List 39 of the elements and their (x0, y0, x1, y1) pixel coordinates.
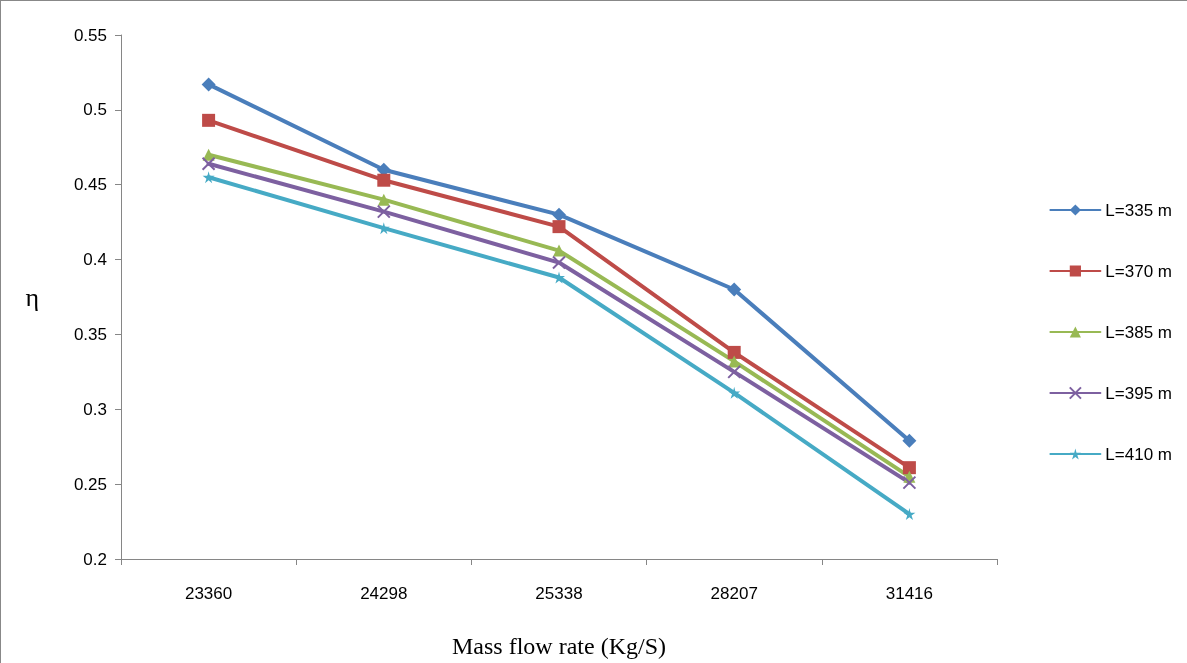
y-tick-label: 0.3 (83, 399, 107, 419)
x-tick-label: 24298 (360, 584, 408, 603)
point (202, 113, 216, 127)
point (727, 282, 742, 297)
y-axis-title: η (25, 282, 39, 312)
x-axis-title: Mass flow rate (Kg/S) (452, 633, 666, 659)
legend-label: L=385 m (1105, 322, 1173, 342)
point (903, 508, 916, 521)
point (552, 255, 566, 270)
point (727, 345, 741, 359)
point (552, 220, 566, 234)
y-tick-label: 0.5 (83, 100, 107, 120)
y-tick-label: 0.25 (73, 474, 107, 494)
y-tick-label: 0.2 (83, 549, 107, 569)
legend-label: L=335 m (1105, 200, 1173, 220)
point (902, 461, 916, 475)
x-tick-label: 31416 (885, 584, 934, 603)
y-tick-label: 0.35 (73, 324, 107, 344)
legend-label: L=370 m (1105, 261, 1173, 281)
point (377, 173, 391, 187)
x-tick-label: 23360 (184, 584, 233, 603)
point (202, 171, 215, 184)
point (552, 207, 566, 222)
point (201, 156, 216, 171)
point (553, 244, 565, 257)
legend-label: L=395 m (1105, 383, 1173, 403)
y-tick-label: 0.4 (83, 250, 107, 270)
x-tick-label: 28207 (710, 584, 758, 603)
point (902, 475, 917, 490)
x-tick-label: 25338 (535, 584, 583, 603)
point (376, 204, 391, 219)
point (201, 77, 216, 92)
point (728, 386, 741, 399)
legend-label: L=410 m (1105, 444, 1173, 464)
point (727, 364, 742, 379)
point (377, 193, 390, 206)
y-tick-label: 0.45 (73, 175, 107, 195)
point (902, 433, 917, 448)
y-tick-label: 0.55 (73, 25, 107, 45)
